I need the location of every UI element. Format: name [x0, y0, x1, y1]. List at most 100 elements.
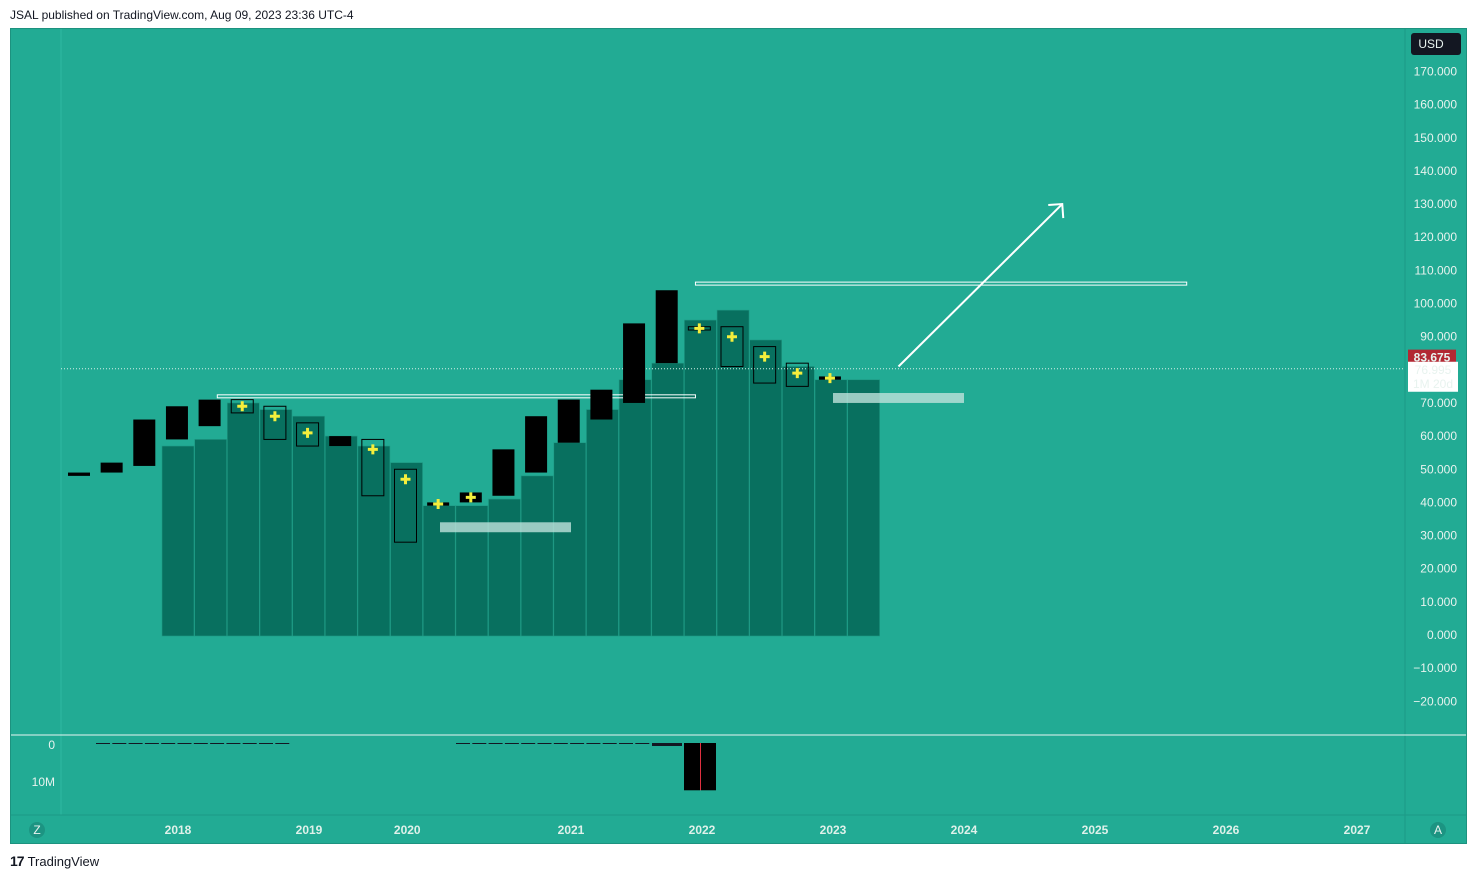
price-tick-label: 140.000: [1414, 164, 1458, 178]
year-tick-label: 2027: [1344, 823, 1371, 837]
candle-hollow: [230, 399, 254, 414]
volume-bar: [193, 743, 208, 744]
volume-bar: [259, 743, 273, 744]
publisher-line: JSAL published on TradingView.com, Aug 0…: [10, 8, 354, 22]
volume-bar: [242, 743, 257, 744]
price-tick-label: 100.000: [1414, 297, 1458, 311]
volume-bar: [570, 743, 585, 744]
candle-hollow: [394, 468, 417, 543]
price-tick-label: 170.000: [1414, 64, 1458, 78]
area-fill-bar: [324, 435, 358, 637]
price-tick-label: 160.000: [1414, 98, 1458, 112]
volume-bar: [553, 743, 568, 744]
candle: [68, 472, 90, 476]
volume-bar: [684, 743, 700, 791]
volume-axis-label: 0: [48, 738, 55, 752]
year-tick-label: 2019: [296, 823, 323, 837]
volume-bar: [537, 743, 552, 744]
plus-marker-icon: [269, 411, 280, 422]
price-tick-label: 0.000: [1427, 628, 1457, 642]
scale-z-label: Z: [33, 823, 40, 837]
area-fill-bar: [716, 309, 750, 637]
plus-marker-icon: [302, 427, 313, 438]
area-fill-bar: [651, 362, 685, 637]
area-fill-bar: [390, 462, 423, 637]
candle-hollow: [720, 326, 744, 367]
scale-z-icon: [29, 822, 45, 838]
candle: [623, 323, 646, 403]
price-tick-label: 130.000: [1414, 197, 1458, 211]
area-fill-bar: [227, 402, 260, 637]
plus-marker-icon: [792, 368, 803, 379]
price-tick-label: 10.000: [1420, 595, 1457, 609]
area-fill-bar: [259, 409, 293, 637]
volume-bar: [602, 743, 617, 744]
price-tick-label: −20.000: [1413, 694, 1457, 708]
candle: [492, 449, 515, 496]
year-tick-label: 2020: [394, 823, 421, 837]
candle-hollow: [296, 422, 320, 447]
volume-bar: [635, 743, 650, 744]
volume-axis-label: 10M: [32, 775, 55, 789]
arrow-head-icon: [1048, 202, 1065, 219]
candle: [198, 399, 221, 427]
price-tick-label: 20.000: [1420, 562, 1457, 576]
volume-bar: [586, 743, 601, 744]
area-fill-bar: [618, 379, 652, 637]
volume-bar: [112, 743, 127, 744]
candle: [165, 406, 188, 440]
high-price-badge: [1408, 349, 1456, 366]
year-tick-label: 2025: [1082, 823, 1109, 837]
area-fill-bar: [357, 445, 391, 637]
plus-marker-icon: [759, 351, 770, 362]
price-tick-label: 90.000: [1420, 330, 1457, 344]
price-chart[interactable]: 170.000 160.000 150.000 140.000 130.000 120.0…: [11, 29, 1467, 844]
volume-bar: [456, 743, 470, 744]
area-fill-bar: [553, 442, 587, 637]
countdown-label: 1M 20d: [1413, 377, 1453, 391]
plus-marker-icon: [727, 331, 737, 342]
candle: [329, 436, 352, 447]
area-fill-bar: [520, 475, 554, 637]
plus-marker-icon: [367, 444, 378, 455]
auto-scale-icon: [1430, 822, 1446, 838]
candle: [590, 389, 613, 420]
projection-arrow: [897, 203, 1063, 368]
year-tick-label: 2021: [558, 823, 585, 837]
price-tick-label: −10.000: [1413, 661, 1457, 675]
area-fill-bar: [161, 445, 195, 637]
footer-brand-name: TradingView: [27, 853, 100, 869]
year-tick-label: 2023: [820, 823, 847, 837]
tradingview-logo-icon: 17: [10, 853, 25, 869]
volume-bar: [652, 743, 682, 746]
area-fill-bar: [586, 409, 619, 637]
volume-bar: [521, 743, 536, 744]
plus-marker-icon: [824, 373, 835, 384]
volume-bar: [275, 743, 290, 744]
volume-bar: [504, 743, 519, 744]
area-fill-bar: [814, 379, 848, 637]
area-fill-bar: [782, 366, 815, 637]
plus-marker-icon: [433, 499, 444, 510]
high-price-label: 83.675: [1414, 351, 1451, 365]
volume-bar: [472, 743, 487, 744]
footer-brand[interactable]: 17 TradingView: [10, 853, 99, 869]
area-fill-bar: [488, 498, 521, 637]
resistance-line: [694, 281, 1188, 286]
candle-hollow: [263, 405, 287, 440]
area-fill-bar: [847, 379, 880, 637]
candle: [100, 462, 123, 473]
area-fill-bar: [194, 439, 227, 637]
volume-bar: [701, 743, 716, 791]
chart-frame[interactable]: 170.000 160.000 150.000 140.000 130.000 120.0…: [10, 28, 1467, 844]
price-tick-label: 60.000: [1420, 429, 1457, 443]
price-tick-label: 150.000: [1414, 131, 1458, 145]
candle-hollow: [753, 346, 777, 384]
candle: [133, 419, 156, 466]
price-tick-label: 120.000: [1414, 230, 1458, 244]
price-tick-label: 40.000: [1420, 495, 1457, 509]
auto-scale-label: A: [1434, 823, 1442, 837]
plus-marker-icon: [400, 474, 411, 485]
candle: [655, 290, 678, 364]
year-tick-label: 2022: [689, 823, 716, 837]
